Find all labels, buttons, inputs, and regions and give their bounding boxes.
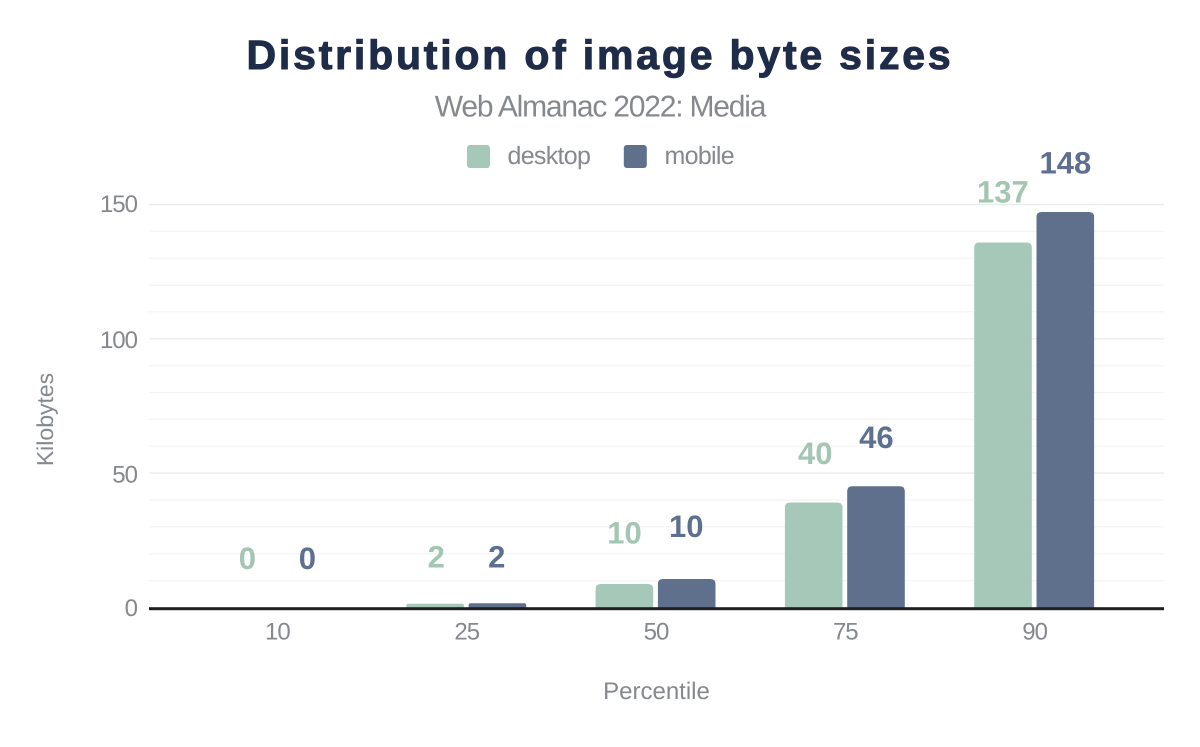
svg-text:Distribution of image byte siz: Distribution of image byte sizes	[247, 32, 954, 78]
svg-text:2: 2	[428, 539, 445, 574]
svg-text:0: 0	[125, 595, 138, 622]
svg-text:148: 148	[1040, 145, 1092, 180]
svg-text:2: 2	[488, 539, 505, 574]
svg-text:50: 50	[112, 462, 137, 489]
svg-text:Kilobytes: Kilobytes	[32, 373, 58, 466]
svg-text:mobile: mobile	[665, 142, 734, 170]
svg-text:0: 0	[299, 541, 316, 576]
svg-text:Percentile: Percentile	[603, 678, 710, 705]
svg-text:90: 90	[1022, 619, 1047, 646]
svg-text:10: 10	[265, 619, 290, 646]
svg-text:40: 40	[798, 436, 832, 471]
svg-text:75: 75	[833, 619, 858, 646]
svg-text:150: 150	[100, 191, 138, 218]
svg-text:50: 50	[644, 619, 669, 646]
svg-text:100: 100	[100, 327, 138, 354]
svg-text:25: 25	[454, 619, 479, 646]
svg-text:10: 10	[607, 515, 641, 550]
svg-text:Web Almanac 2022: Media: Web Almanac 2022: Media	[435, 91, 767, 124]
svg-text:desktop: desktop	[508, 142, 591, 170]
svg-text:0: 0	[239, 541, 256, 576]
svg-text:10: 10	[669, 509, 703, 544]
svg-text:46: 46	[859, 420, 893, 455]
svg-text:137: 137	[977, 175, 1029, 210]
